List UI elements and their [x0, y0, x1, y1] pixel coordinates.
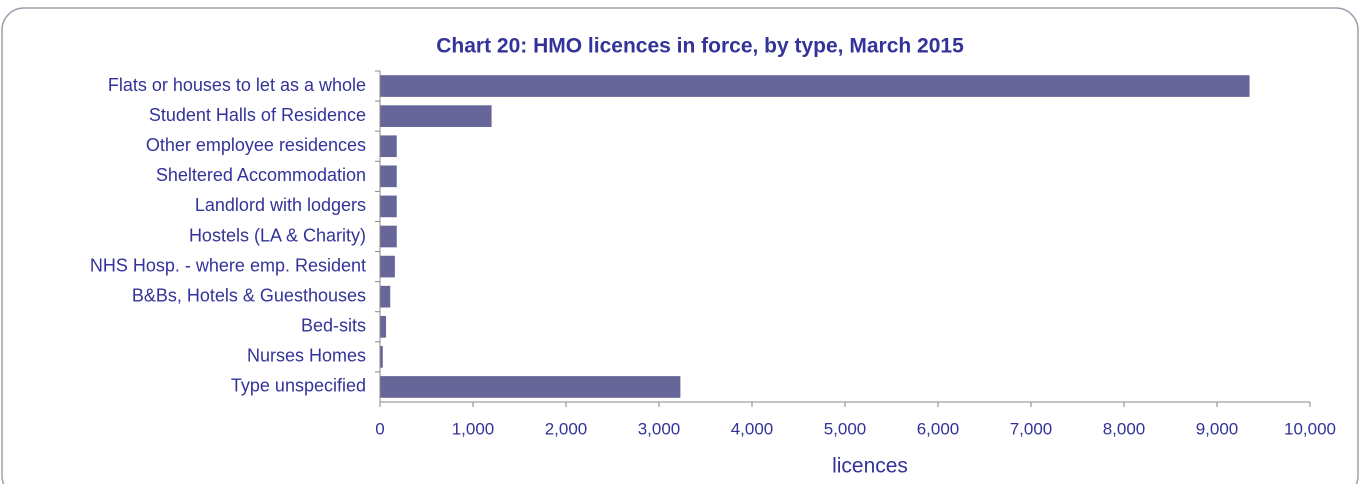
x-tick-label: 2,000: [545, 419, 588, 438]
x-tick-label: 1,000: [452, 419, 495, 438]
y-tick-label: B&Bs, Hotels & Guesthouses: [132, 285, 366, 305]
bar: [380, 285, 391, 308]
bar: [380, 135, 397, 158]
y-tick-label: Flats or houses to let as a whole: [108, 75, 366, 95]
x-tick-label: 4,000: [731, 419, 774, 438]
chart-title: Chart 20: HMO licences in force, by type…: [436, 35, 964, 58]
bar: [380, 376, 681, 398]
x-tick-label: 10,000: [1284, 419, 1336, 438]
bar: [380, 195, 397, 218]
bar: [380, 255, 395, 278]
y-tick-label: Nurses Homes: [247, 346, 366, 366]
bar: [380, 346, 383, 368]
y-tick-label: Landlord with lodgers: [195, 195, 366, 215]
bar: [380, 75, 1250, 97]
y-tick-label: Bed-sits: [301, 316, 366, 336]
chart-frame: [1, 7, 1359, 484]
bar: [380, 165, 397, 188]
x-tick-label: 7,000: [1010, 419, 1053, 438]
y-tick-label: NHS Hosp. - where emp. Resident: [90, 255, 366, 275]
x-tick-label: 5,000: [824, 419, 867, 438]
bar: [380, 315, 387, 338]
y-tick-label: Other employee residences: [146, 135, 366, 155]
bar: [380, 105, 492, 127]
y-tick-label: Hostels (LA & Charity): [189, 225, 366, 245]
x-tick-label: 8,000: [1103, 419, 1146, 438]
bar: [380, 225, 397, 248]
y-tick-label: Sheltered Accommodation: [156, 165, 366, 185]
x-axis-title: licences: [832, 455, 908, 478]
x-tick-label: 3,000: [638, 419, 681, 438]
y-tick-label: Student Halls of Residence: [149, 105, 366, 125]
x-tick-label: 0: [375, 419, 384, 438]
x-tick-label: 6,000: [917, 419, 960, 438]
y-tick-label: Type unspecified: [231, 376, 366, 396]
x-tick-label: 9,000: [1196, 419, 1239, 438]
